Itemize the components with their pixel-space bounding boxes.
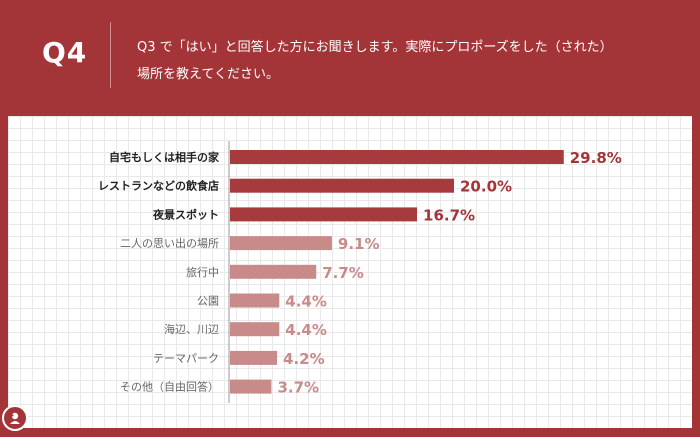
value-label: 7.7% xyxy=(322,264,364,282)
bar xyxy=(230,207,418,222)
category-label: テーマパーク xyxy=(153,352,219,365)
brand-logo-icon xyxy=(2,405,28,431)
value-label: 16.7% xyxy=(423,206,475,224)
question-line-1: Q3 で「はい」と回答した方にお聞きします。実際にプロポーズをした（された） xyxy=(137,40,613,55)
bar xyxy=(230,236,332,251)
question-number: Q4 xyxy=(42,36,88,69)
category-label: 二人の思い出の場所 xyxy=(120,236,219,250)
category-label: 海辺、川辺 xyxy=(164,322,219,336)
category-label: レストランなどの飲食店 xyxy=(98,179,219,193)
bar xyxy=(230,322,280,337)
value-label: 3.7% xyxy=(277,379,319,397)
value-label: 20.0% xyxy=(460,178,512,196)
question-text: Q3 で「はい」と回答した方にお聞きします。実際にプロポーズをした（された） 場… xyxy=(137,34,657,88)
value-label: 4.4% xyxy=(285,293,327,311)
bar xyxy=(230,379,272,394)
bar-chart: 自宅もしくは相手の家 29.8% レストランなどの飲食店 20.0% 夜景スポット 16.… xyxy=(98,141,622,403)
category-label: 自宅もしくは相手の家 xyxy=(109,150,220,164)
header-divider xyxy=(110,22,111,88)
bar xyxy=(230,150,564,164)
value-label: 4.4% xyxy=(285,321,327,339)
category-label: 夜景スポット xyxy=(152,207,219,221)
value-label: 9.1% xyxy=(338,235,380,253)
value-label: 29.8% xyxy=(570,149,622,167)
bar xyxy=(230,178,454,193)
bar xyxy=(230,350,278,365)
question-line-2: 場所を教えてください。 xyxy=(137,67,279,82)
category-label: その他（自由回答） xyxy=(120,380,219,394)
category-label: 公園 xyxy=(197,295,219,308)
header: Q4 Q3 で「はい」と回答した方にお聞きします。実際にプロポーズをした（された… xyxy=(0,0,700,112)
bar xyxy=(230,264,317,279)
value-label: 4.2% xyxy=(283,350,325,368)
chart-panel: 自宅もしくは相手の家 29.8% レストランなどの飲食店 20.0% 夜景スポット 16.… xyxy=(8,116,692,428)
category-label: 旅行中 xyxy=(186,265,219,279)
bar xyxy=(230,293,280,308)
